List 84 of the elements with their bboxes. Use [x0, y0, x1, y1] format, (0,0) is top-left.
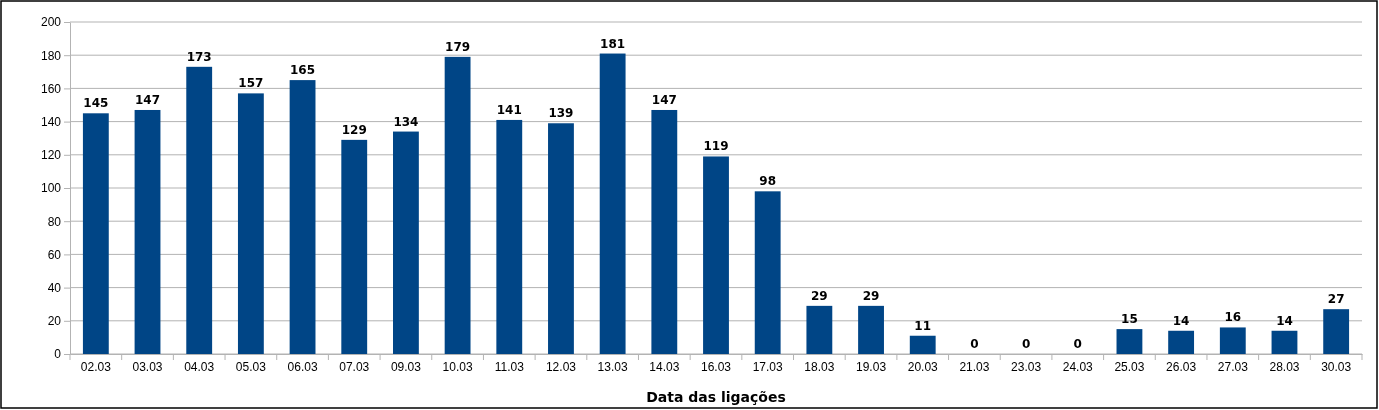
y-tick-label: 20	[47, 314, 62, 329]
bar	[444, 56, 471, 354]
data-label: 0	[1021, 337, 1031, 351]
bar	[1116, 329, 1143, 354]
data-label: 29	[862, 288, 880, 303]
x-tick-label: 30.03	[1321, 359, 1352, 374]
x-tick-label: 18.03	[804, 359, 835, 374]
x-tick-label: 16.03	[700, 359, 732, 374]
x-tick-label: 07.03	[339, 359, 370, 374]
bar	[186, 66, 213, 354]
bar	[548, 123, 574, 354]
x-axis-title: Data das ligações	[646, 389, 786, 405]
x-tick-label: 28.03	[1269, 359, 1300, 374]
x-tick-label: 10.03	[442, 359, 473, 374]
y-tick-label: 60	[47, 247, 62, 262]
y-tick-label: 200	[40, 15, 62, 30]
data-label: 141	[496, 102, 522, 117]
bar	[858, 305, 884, 354]
data-label: 98	[759, 174, 777, 189]
bar	[134, 109, 161, 354]
x-tick-label: 11.03	[494, 359, 525, 374]
data-label: 11	[914, 318, 932, 333]
y-tick-label: 120	[40, 148, 62, 163]
bar	[289, 80, 316, 354]
data-label: 0	[1073, 337, 1082, 351]
x-tick-label: 25.03	[1114, 359, 1145, 374]
bar	[1271, 330, 1298, 354]
data-label: 119	[703, 139, 729, 154]
bar	[909, 335, 936, 354]
bar	[599, 53, 626, 354]
x-tick-label: 23.03	[1011, 359, 1042, 374]
x-tick-label: 14.03	[649, 359, 680, 374]
x-tick-label: 27.03	[1217, 359, 1249, 374]
y-tick-label: 140	[40, 114, 62, 129]
bar	[496, 119, 523, 354]
data-label: 173	[186, 49, 212, 64]
data-label: 29	[811, 288, 828, 303]
data-label: 16	[1224, 310, 1242, 325]
y-tick-label: 160	[40, 81, 62, 96]
y-tick-label: 180	[40, 48, 62, 63]
bar	[237, 93, 264, 354]
bar	[1168, 330, 1195, 354]
bar	[651, 109, 678, 354]
x-tick-label: 02.03	[80, 359, 112, 374]
bar	[1219, 327, 1246, 354]
x-tick-label: 12.03	[545, 359, 577, 374]
y-tick-label: 80	[47, 214, 62, 229]
y-tick-label: 100	[40, 181, 62, 196]
x-tick-label: 20.03	[907, 359, 939, 374]
x-tick-label: 13.03	[597, 359, 628, 374]
x-tick-label: 06.03	[287, 359, 318, 374]
data-label: 179	[445, 39, 471, 54]
x-tick-label: 03.03	[132, 359, 163, 374]
data-label: 147	[134, 92, 161, 107]
y-tick-label: 40	[47, 280, 62, 295]
data-label: 14	[1172, 313, 1190, 328]
bar	[1323, 309, 1350, 354]
bar	[393, 131, 419, 354]
x-tick-label: 21.03	[959, 359, 990, 374]
x-tick-label: 05.03	[235, 359, 267, 374]
x-tick-label: 19.03	[856, 359, 887, 374]
x-tick-label: 17.03	[752, 359, 784, 374]
data-label: 181	[600, 36, 626, 51]
bar	[341, 139, 368, 354]
data-label: 0	[970, 337, 979, 351]
data-label: 139	[548, 106, 574, 121]
data-label: 27	[1327, 292, 1345, 307]
x-tick-label: 26.03	[1166, 359, 1197, 374]
x-tick-label: 04.03	[184, 359, 215, 374]
bar	[703, 156, 729, 354]
data-label: 165	[290, 63, 316, 78]
x-tick-label: 24.03	[1062, 359, 1094, 374]
data-label: 145	[83, 96, 109, 111]
bar	[754, 191, 781, 354]
bar	[806, 305, 833, 354]
bar	[82, 113, 109, 354]
y-tick-label: 0	[54, 347, 62, 362]
x-tick-label: 09.03	[390, 359, 422, 374]
data-label: 14	[1276, 313, 1293, 328]
data-label: 147	[651, 92, 677, 107]
data-label: 134	[393, 114, 419, 129]
data-label: 129	[341, 122, 367, 137]
data-label: 157	[238, 76, 264, 91]
data-label: 15	[1121, 312, 1138, 327]
